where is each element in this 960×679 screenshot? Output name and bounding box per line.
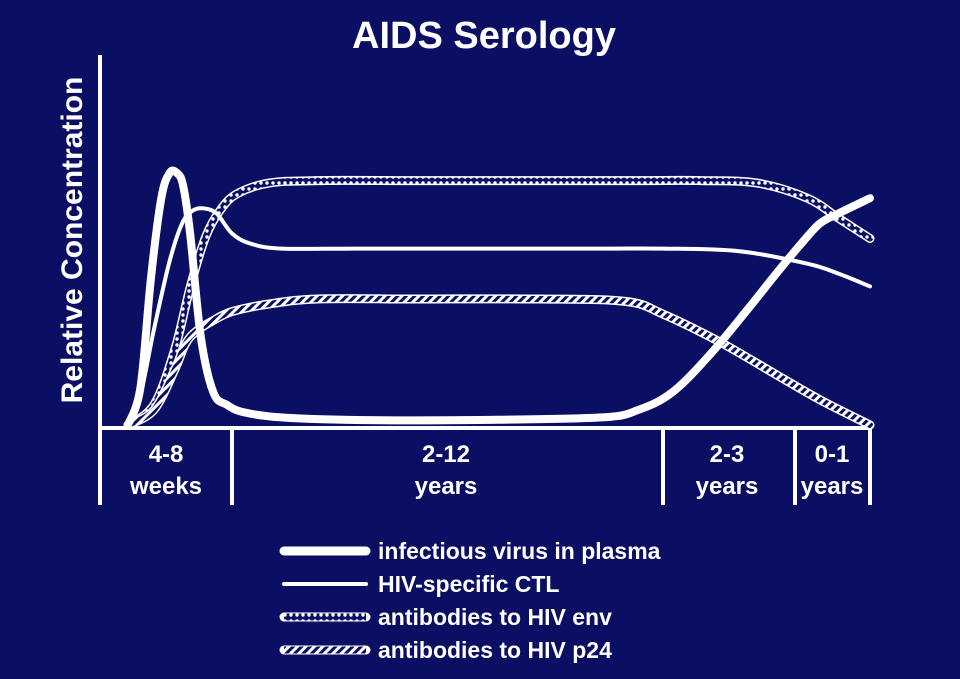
series-line bbox=[125, 177, 873, 428]
period-label-2-top: 2-12 bbox=[422, 441, 470, 468]
series-layer bbox=[123, 166, 875, 430]
series-line bbox=[124, 166, 874, 429]
series-thin bbox=[126, 206, 872, 427]
legend-label-env: antibodies to HIV env bbox=[378, 604, 612, 630]
legend-item: antibodies to HIV env bbox=[279, 604, 612, 630]
period-dividers bbox=[98, 428, 872, 505]
series-dotted bbox=[123, 175, 875, 430]
period-label-4-top: 0-1 bbox=[815, 441, 850, 468]
axes bbox=[98, 55, 872, 505]
period-label-1-top: 4-8 bbox=[149, 441, 184, 468]
period-label-3-top: 2-3 bbox=[710, 441, 745, 468]
series-line bbox=[125, 295, 873, 428]
y-axis-label: Relative Concentration bbox=[56, 77, 89, 404]
period-label-4-bottom: years bbox=[801, 473, 864, 500]
series-hatched bbox=[123, 294, 875, 430]
chart-title: AIDS Serology bbox=[352, 15, 616, 57]
period-label-2-bottom: years bbox=[415, 473, 478, 500]
period-labels: 4-8 weeks 2-12 years 2-3 years 0-1 years bbox=[129, 441, 863, 500]
series-thick bbox=[124, 166, 874, 429]
period-label-1-bottom: weeks bbox=[129, 473, 202, 500]
legend: infectious virus in plasma HIV-specific … bbox=[279, 538, 661, 663]
legend-label-virus: infectious virus in plasma bbox=[378, 538, 661, 564]
series-line bbox=[126, 206, 872, 427]
period-label-3-bottom: years bbox=[696, 473, 759, 500]
legend-item: HIV-specific CTL bbox=[282, 571, 559, 597]
legend-label-p24: antibodies to HIV p24 bbox=[378, 637, 612, 663]
legend-label-ctl: HIV-specific CTL bbox=[378, 571, 559, 597]
legend-item: antibodies to HIV p24 bbox=[279, 637, 612, 663]
legend-item: infectious virus in plasma bbox=[279, 538, 661, 564]
